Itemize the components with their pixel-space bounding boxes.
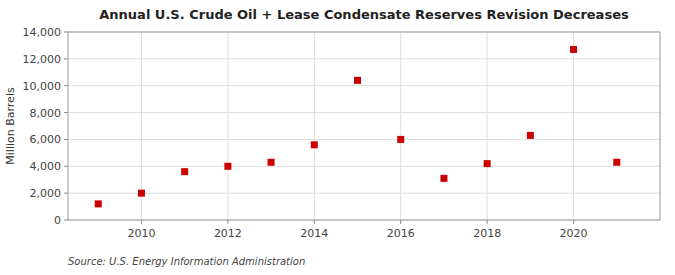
y-tick-label: 8,000 [30, 107, 62, 120]
x-tick-label: 2012 [214, 227, 242, 240]
points [95, 46, 621, 207]
x-tick-label: 2014 [300, 227, 328, 240]
y-tick-label: 6,000 [30, 133, 62, 146]
y-tick [64, 166, 68, 167]
x-tick-label: 2010 [127, 227, 155, 240]
x-grid-line [227, 32, 228, 220]
plot-frame [68, 32, 660, 220]
data-point [484, 160, 491, 167]
x-tick [227, 220, 228, 224]
y-tick [64, 112, 68, 113]
x-tick-label: 2020 [560, 227, 588, 240]
data-point [354, 77, 361, 84]
data-point [95, 200, 102, 207]
x-tick-label: 2016 [387, 227, 415, 240]
x-tick [141, 220, 142, 224]
chart-title: Annual U.S. Crude Oil + Lease Condensate… [99, 7, 629, 22]
y-tick [64, 220, 68, 221]
y-grid-line [68, 193, 660, 194]
y-tick-label: 10,000 [23, 80, 62, 93]
data-point [397, 136, 404, 143]
data-point [181, 168, 188, 175]
data-point [311, 141, 318, 148]
x-tick [314, 220, 315, 224]
x-tick-label: 2018 [473, 227, 501, 240]
y-tick [64, 85, 68, 86]
data-point [613, 159, 620, 166]
y-tick [64, 58, 68, 59]
y-tick-label: 4,000 [30, 160, 62, 173]
chart-svg: Annual U.S. Crude Oil + Lease Condensate… [0, 0, 675, 275]
data-point [527, 132, 534, 139]
x-tick [573, 220, 574, 224]
data-point [138, 190, 145, 197]
y-tick-label: 12,000 [23, 53, 62, 66]
source-note: Source: U.S. Energy Information Administ… [68, 256, 305, 267]
data-point [570, 46, 577, 53]
data-point [224, 163, 231, 170]
y-grid-line [68, 166, 660, 167]
y-tick-label: 14,000 [23, 26, 62, 39]
data-point [440, 175, 447, 182]
y-tick-label: 0 [54, 214, 61, 227]
data-point [268, 159, 275, 166]
y-grid-line [68, 85, 660, 86]
x-grid-line [573, 32, 574, 220]
y-grid-line [68, 58, 660, 59]
y-grid-line [68, 139, 660, 140]
grid [68, 32, 660, 220]
chart-container: Annual U.S. Crude Oil + Lease Condensate… [0, 0, 675, 275]
y-tick [64, 139, 68, 140]
x-grid-line [314, 32, 315, 220]
x-tick [400, 220, 401, 224]
y-grid-line [68, 112, 660, 113]
y-tick-label: 2,000 [30, 187, 62, 200]
y-axis-label: Million Barrels [4, 87, 17, 165]
x-grid-line [487, 32, 488, 220]
y-tick [64, 32, 68, 33]
y-tick [64, 193, 68, 194]
x-grid-line [400, 32, 401, 220]
x-tick [487, 220, 488, 224]
